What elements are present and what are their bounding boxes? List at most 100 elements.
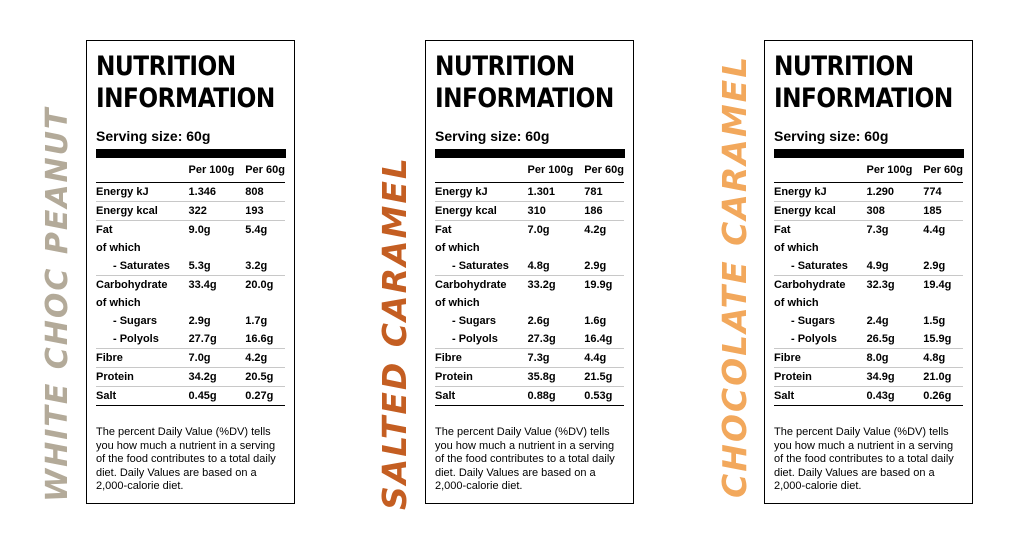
column-header-per-60g: Per 60g: [923, 164, 963, 176]
title-line-2: INFORMATION: [96, 83, 275, 114]
row-energy-kcal: Energy kcal 308 185: [774, 202, 963, 221]
title-line-2: INFORMATION: [435, 83, 614, 114]
value-per-100g: 7.3g: [527, 352, 550, 364]
value-per-60g: 781: [584, 186, 603, 198]
row-salt: Salt 0.45g 0.27g: [96, 387, 285, 406]
value-per-60g: 0.27g: [245, 390, 274, 402]
row-sugars: - Sugars 2.4g 1.5g: [774, 312, 963, 330]
value-per-100g: 33.4g: [188, 279, 217, 291]
value-per-60g: 2.9g: [584, 260, 607, 272]
row-label: Energy kJ: [774, 186, 827, 198]
row-saturates: - Saturates 5.3g 3.2g: [96, 257, 285, 276]
value-per-60g: 4.8g: [923, 352, 946, 364]
daily-value-note: The percent Daily Value (%DV) tells you …: [96, 426, 276, 492]
row-fat-of-which: of which: [774, 239, 963, 257]
row-fat: Fat 7.0g 4.2g: [435, 221, 624, 239]
row-fat: Fat 7.3g 4.4g: [774, 221, 963, 239]
row-polyols: - Polyols 27.7g 16.6g: [96, 330, 285, 349]
value-per-60g: 4.4g: [584, 352, 607, 364]
value-per-60g: 15.9g: [923, 333, 952, 345]
row-fat-of-which: of which: [435, 239, 624, 257]
row-label: of which: [774, 297, 819, 309]
column-header-row: Per 100g Per 60g: [774, 158, 963, 183]
row-label: Energy kJ: [435, 186, 488, 198]
row-salt: Salt 0.88g 0.53g: [435, 387, 624, 406]
row-energy-kcal: Energy kcal 310 186: [435, 202, 624, 221]
value-per-60g: 1.7g: [245, 315, 268, 327]
row-label: Fibre: [435, 352, 462, 364]
row-label: - Sugars: [113, 315, 158, 327]
value-per-100g: 2.9g: [188, 315, 211, 327]
value-per-100g: 0.45g: [188, 390, 217, 402]
row-fibre: Fibre 7.3g 4.4g: [435, 349, 624, 368]
row-label: Energy kJ: [96, 186, 149, 198]
value-per-60g: 3.2g: [245, 260, 268, 272]
value-per-100g: 27.7g: [188, 333, 217, 345]
row-label: Fat: [774, 224, 791, 236]
title: NUTRITION INFORMATION: [435, 51, 614, 115]
value-per-60g: 4.2g: [245, 352, 268, 364]
row-label: - Saturates: [791, 260, 848, 272]
row-label: Carbohydrate: [96, 279, 168, 291]
title-line-2: INFORMATION: [774, 83, 953, 114]
value-per-60g: 0.26g: [923, 390, 952, 402]
value-per-100g: 8.0g: [866, 352, 889, 364]
row-protein: Protein 35.8g 21.5g: [435, 368, 624, 387]
row-label: - Polyols: [791, 333, 837, 345]
row-label: Fibre: [96, 352, 123, 364]
serving-size: Serving size: 60g: [96, 128, 211, 144]
value-per-100g: 308: [866, 205, 885, 217]
row-fibre: Fibre 7.0g 4.2g: [96, 349, 285, 368]
row-label: of which: [774, 242, 819, 254]
row-salt: Salt 0.43g 0.26g: [774, 387, 963, 406]
value-per-100g: 1.301: [527, 186, 556, 198]
value-per-60g: 19.9g: [584, 279, 613, 291]
row-protein: Protein 34.9g 21.0g: [774, 368, 963, 387]
value-per-60g: 186: [584, 205, 603, 217]
column-header-per-100g: Per 100g: [527, 164, 574, 176]
value-per-60g: 19.4g: [923, 279, 952, 291]
row-fat-of-which: of which: [96, 239, 285, 257]
row-carbohydrate-of-which: of which: [435, 294, 624, 312]
serving-size: Serving size: 60g: [435, 128, 550, 144]
column-header-per-60g: Per 60g: [584, 164, 624, 176]
row-sugars: - Sugars 2.9g 1.7g: [96, 312, 285, 330]
value-per-100g: 32.3g: [866, 279, 895, 291]
title: NUTRITION INFORMATION: [774, 51, 953, 115]
value-per-60g: 16.4g: [584, 333, 613, 345]
column-header-per-60g: Per 60g: [245, 164, 285, 176]
nutrition-panel-chocolate-caramel: NUTRITION INFORMATION Serving size: 60g …: [764, 40, 973, 504]
divider-bar: [774, 149, 964, 158]
row-polyols: - Polyols 26.5g 15.9g: [774, 330, 963, 349]
value-per-100g: 0.88g: [527, 390, 556, 402]
row-label: Carbohydrate: [774, 279, 846, 291]
value-per-100g: 0.43g: [866, 390, 895, 402]
value-per-60g: 0.53g: [584, 390, 613, 402]
row-energy-kj: Energy kJ 1.290 774: [774, 183, 963, 202]
value-per-60g: 20.0g: [245, 279, 274, 291]
value-per-100g: 9.0g: [188, 224, 211, 236]
value-per-60g: 4.2g: [584, 224, 607, 236]
nutrition-panel-white-choc-peanut: NUTRITION INFORMATION Serving size: 60g …: [86, 40, 295, 504]
title: NUTRITION INFORMATION: [96, 51, 275, 115]
divider-bar: [435, 149, 625, 158]
row-energy-kj: Energy kJ 1.346 808: [96, 183, 285, 202]
row-label: Energy kcal: [96, 205, 158, 217]
row-label: Carbohydrate: [435, 279, 507, 291]
row-saturates: - Saturates 4.9g 2.9g: [774, 257, 963, 276]
value-per-100g: 1.290: [866, 186, 895, 198]
row-energy-kj: Energy kJ 1.301 781: [435, 183, 624, 202]
value-per-100g: 34.2g: [188, 371, 217, 383]
title-line-1: NUTRITION: [96, 51, 236, 82]
daily-value-note: The percent Daily Value (%DV) tells you …: [435, 426, 615, 492]
value-per-100g: 2.4g: [866, 315, 889, 327]
row-label: Protein: [96, 371, 134, 383]
row-label: Salt: [774, 390, 795, 402]
row-label: - Sugars: [452, 315, 497, 327]
column-header-per-100g: Per 100g: [188, 164, 235, 176]
row-polyols: - Polyols 27.3g 16.4g: [435, 330, 624, 349]
row-carbohydrate: Carbohydrate 32.3g 19.4g: [774, 276, 963, 294]
title-line-1: NUTRITION: [774, 51, 914, 82]
row-label: - Polyols: [452, 333, 498, 345]
row-label: - Saturates: [452, 260, 509, 272]
